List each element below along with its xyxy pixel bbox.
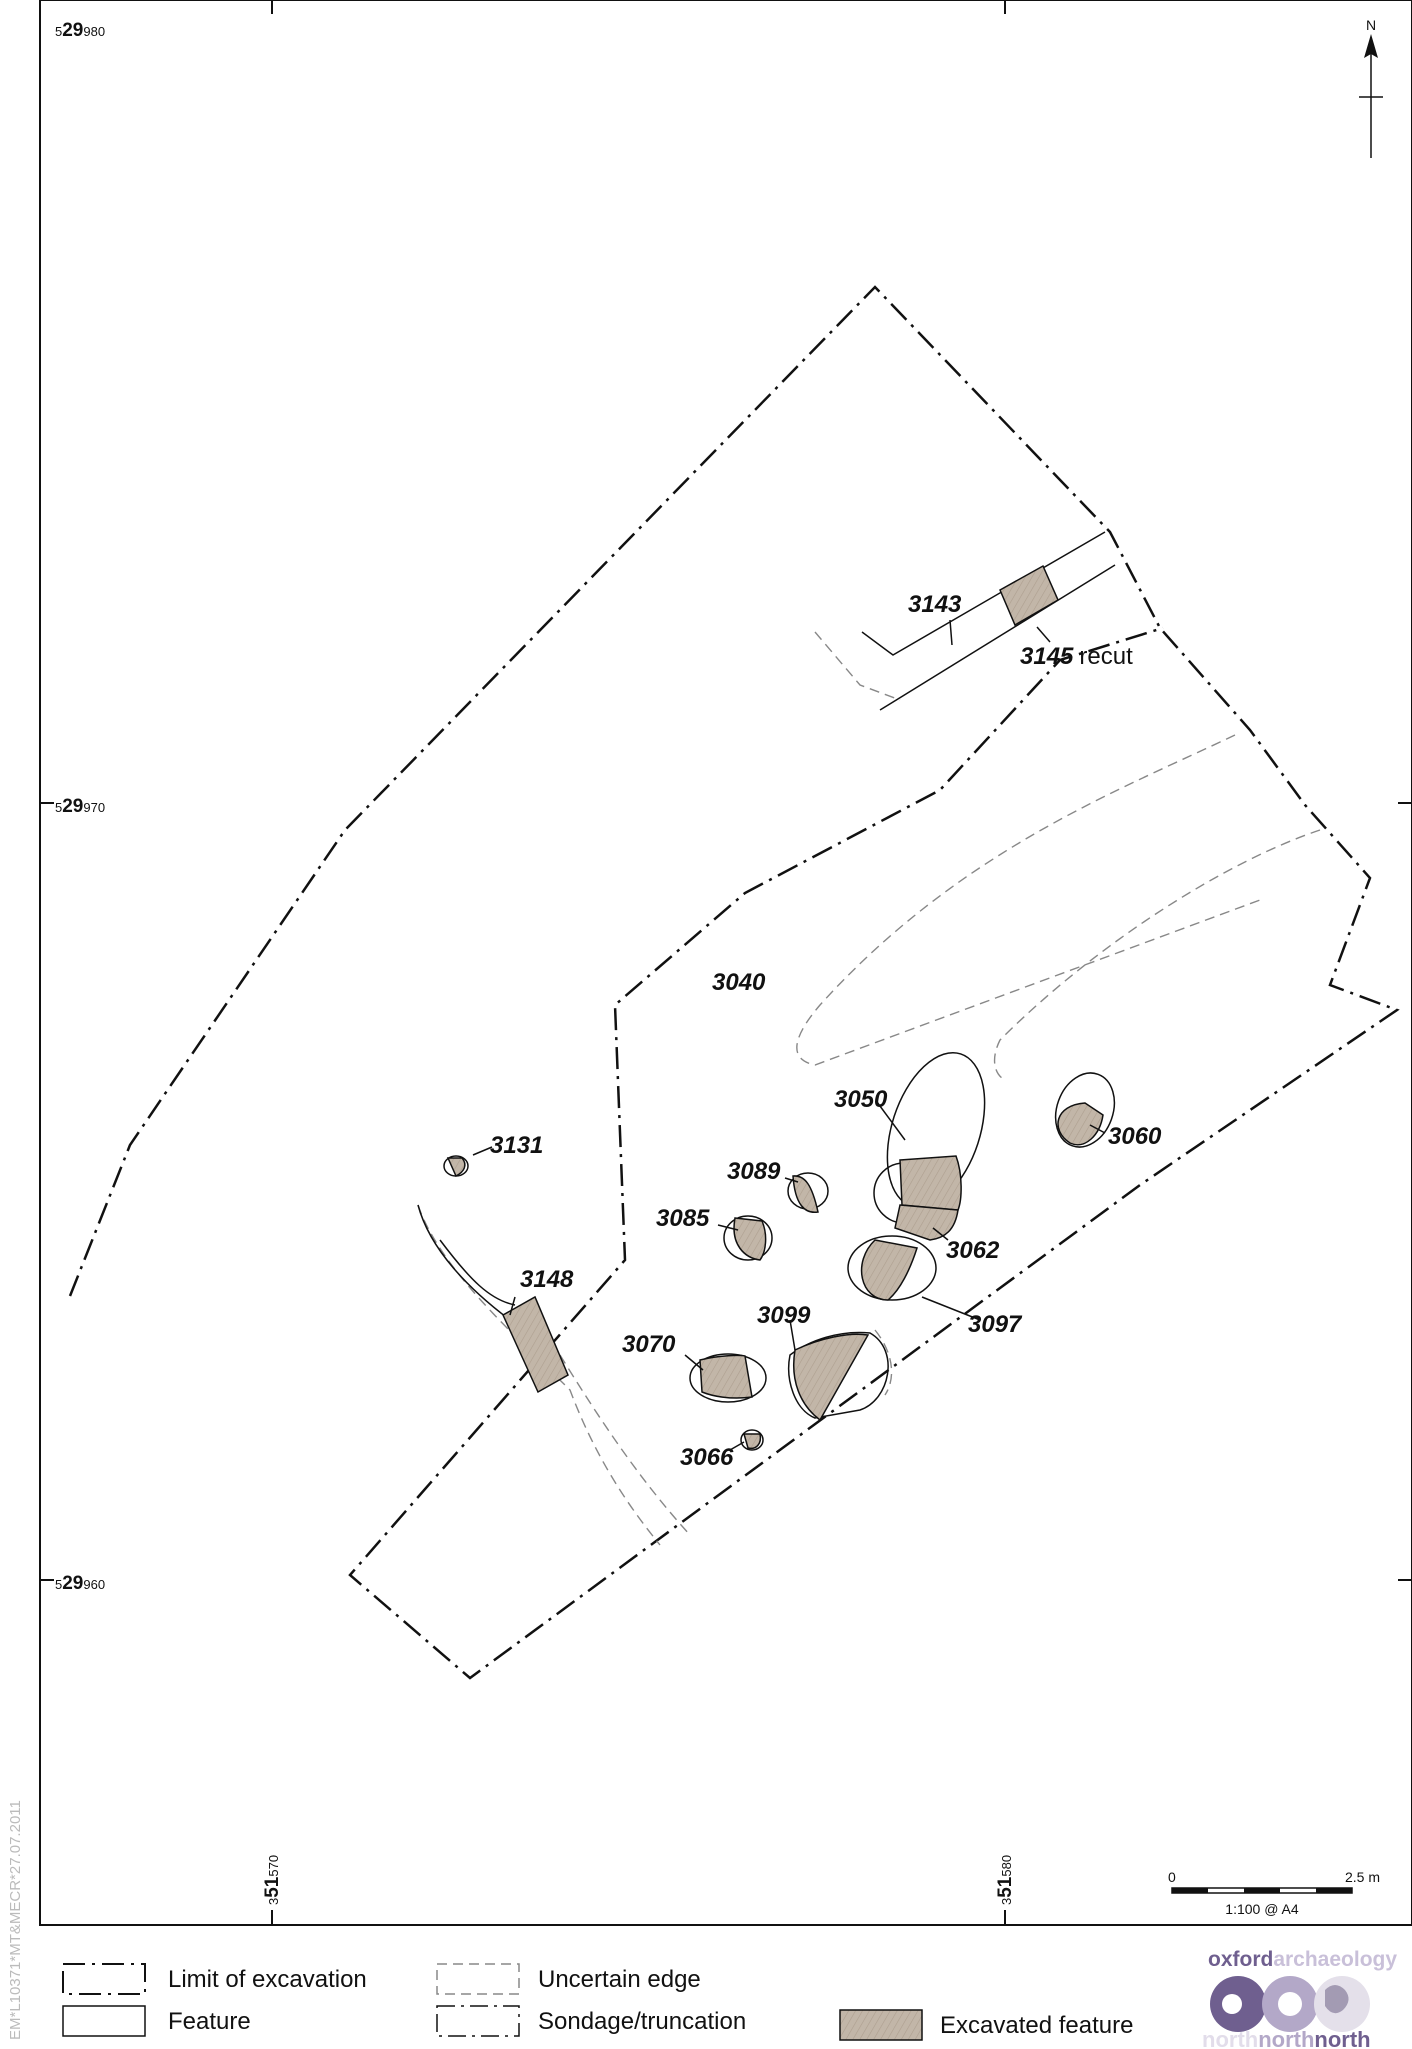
map-frame	[39, 0, 1412, 1926]
svg-text:Feature: Feature	[168, 2008, 251, 2035]
northing-label: 529980	[55, 20, 105, 41]
northing-label: 529960	[55, 1573, 105, 1594]
feature-label-3070: 3070	[622, 1331, 676, 1358]
limit-of-excavation	[68, 285, 1400, 1680]
excavated-features	[446, 564, 1104, 1450]
svg-text:Limit of excavation: Limit of excavation	[168, 1966, 367, 1993]
svg-text:Sondage/truncation: Sondage/truncation	[538, 2008, 746, 2035]
legend-swatch-feature	[62, 2005, 146, 2037]
uncertain-edges	[417, 631, 1321, 1546]
svg-text:2.5 m: 2.5 m	[1345, 1869, 1380, 1885]
feature-label-3085: 3085	[656, 1205, 710, 1232]
svg-text:northnorthnorth: northnorthnorth	[1202, 2027, 1371, 2049]
svg-text:Uncertain edge: Uncertain edge	[538, 1966, 701, 1993]
feature-label-3097: 3097	[968, 1311, 1023, 1338]
legend-swatch-excavated	[839, 2009, 923, 2041]
oxford-archaeology-logo: oxfordarchaeology northnorthnorth	[1202, 1948, 1397, 2049]
feature-label-3145: 3145 recut	[1020, 643, 1133, 670]
grid-ticks	[40, 0, 1412, 1925]
svg-text:0: 0	[1168, 1869, 1176, 1885]
drawing-reference: EM*L10371*MT&MECR*27.07.2011	[7, 1800, 24, 2040]
legend-swatch-sondage	[436, 2005, 520, 2037]
feature-label-3089: 3089	[727, 1158, 781, 1185]
feature-label-3050: 3050	[834, 1086, 888, 1113]
feature-label-3060: 3060	[1108, 1123, 1162, 1150]
easting-label: 351570	[262, 1855, 283, 1905]
svg-text:oxfordarchaeology: oxfordarchaeology	[1208, 1948, 1397, 1971]
scale-bar: 0 2.5 m 1:100 @ A4	[1168, 1869, 1380, 1917]
feature-label-3066: 3066	[680, 1444, 734, 1471]
svg-text:Excavated feature: Excavated feature	[940, 2012, 1133, 2039]
feature-label-3099: 3099	[757, 1302, 811, 1329]
feature-label-3040: 3040	[712, 969, 766, 996]
feature-label-3143: 3143	[908, 591, 962, 618]
legend: Limit of excavation Feature Uncertain ed…	[62, 1963, 1133, 2041]
legend-swatch-uncertain	[436, 1963, 520, 1995]
northing-label: 529970	[55, 796, 105, 817]
legend-swatch-limit	[62, 1963, 146, 1995]
north-arrow-icon: N	[1359, 17, 1383, 158]
svg-text:1:100 @ A4: 1:100 @ A4	[1225, 1901, 1299, 1917]
feature-label-3131: 3131	[490, 1132, 543, 1159]
svg-text:N: N	[1366, 17, 1376, 33]
feature-label-3148: 3148	[520, 1266, 574, 1293]
feature-label-3062: 3062	[946, 1237, 1000, 1264]
easting-label: 351580	[995, 1855, 1016, 1905]
leader-lines	[472, 619, 1106, 1451]
